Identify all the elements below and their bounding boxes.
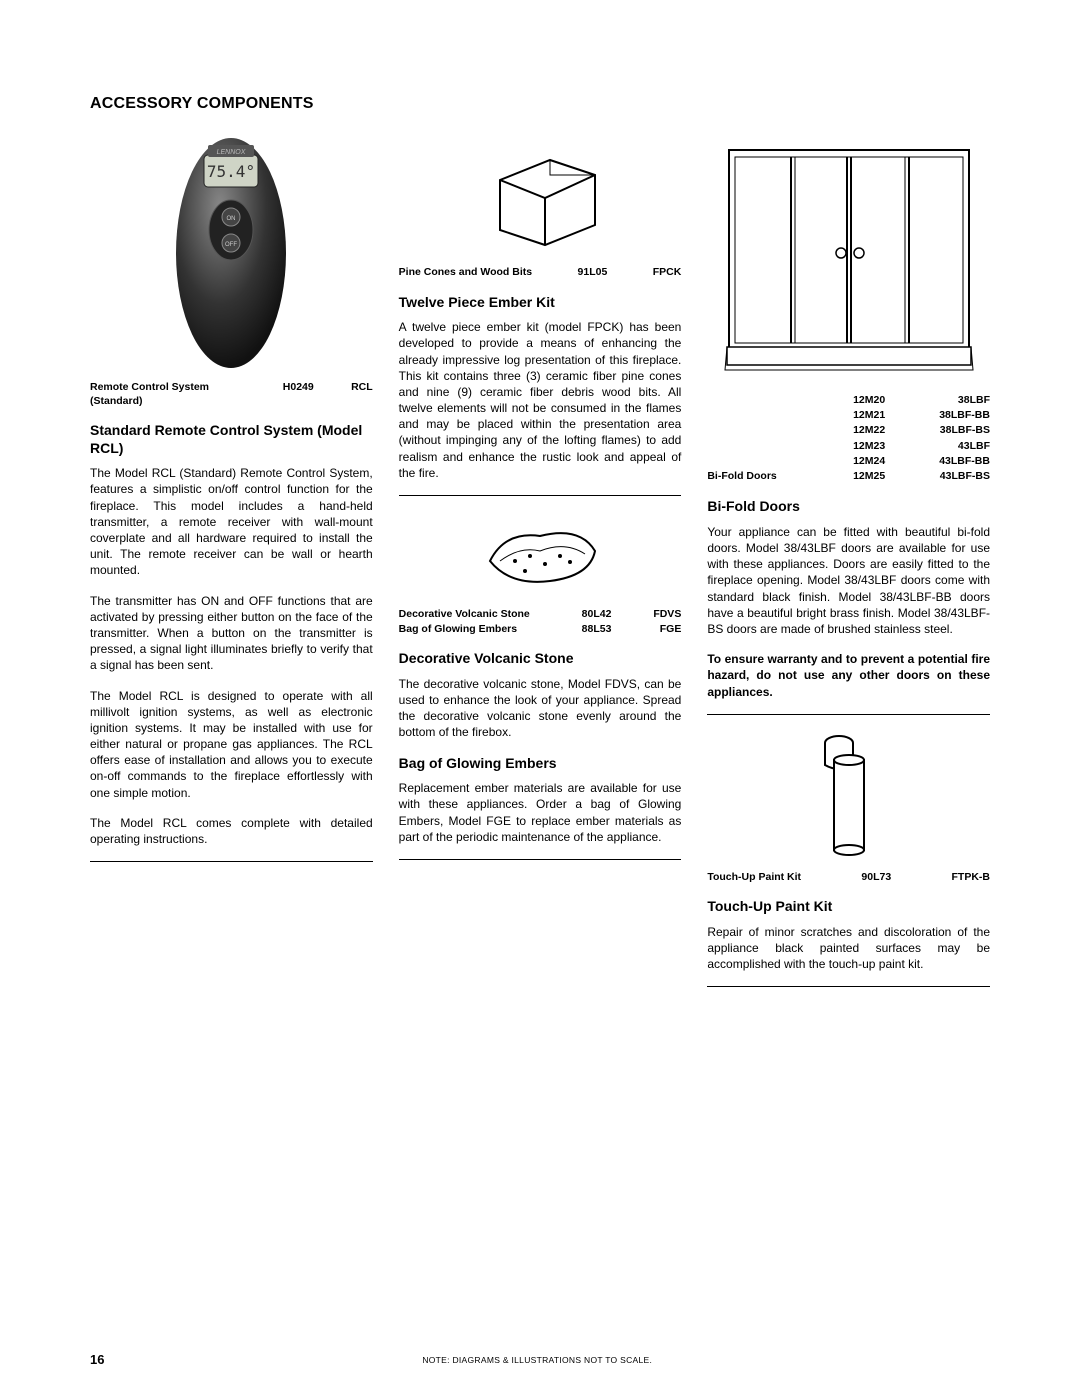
doors-p1: Your appliance can be fitted with beauti…	[707, 524, 990, 637]
caption-left: Touch-Up Paint Kit	[707, 871, 801, 885]
table-row: Decorative Volcanic Stone 80L42 FDVS	[399, 607, 682, 622]
cell: Decorative Volcanic Stone	[399, 607, 569, 622]
column-1: 75.4° LENNOX ON OFF Remote Control Syste…	[90, 125, 373, 995]
cell: Bag of Glowing Embers	[399, 622, 569, 637]
rule	[90, 861, 373, 862]
svg-text:OFF: OFF	[225, 242, 237, 248]
caption-right: FPCK	[653, 266, 682, 280]
rcl-p4: The Model RCL comes complete with detail…	[90, 815, 373, 847]
cell: 12M22	[835, 423, 906, 438]
subhead-doors: Bi-Fold Doors	[707, 498, 990, 516]
doors-warning: To ensure warranty and to prevent a pote…	[707, 651, 990, 700]
paint-p: Repair of minor scratches and discolorat…	[707, 924, 990, 973]
subhead-rcl: Standard Remote Control System (Model RC…	[90, 422, 373, 457]
rule	[707, 986, 990, 987]
rcl-p3: The Model RCL is designed to operate wit…	[90, 688, 373, 801]
cell: 38LBF-BS	[905, 423, 990, 438]
page-number: 16	[90, 1352, 104, 1367]
ember-caption: Pine Cones and Wood Bits 91L05 FPCK	[399, 266, 682, 280]
cell: 43LBF	[905, 439, 990, 454]
content-columns: 75.4° LENNOX ON OFF Remote Control Syste…	[90, 125, 990, 995]
rcl-p2: The transmitter has ON and OFF functions…	[90, 593, 373, 674]
cell: 12M25	[835, 469, 906, 484]
caption-mid: H0249	[245, 381, 351, 408]
rule	[399, 859, 682, 860]
volcanic-p: The decorative volcanic stone, Model FDV…	[399, 676, 682, 741]
cell: 12M23	[835, 439, 906, 454]
remote-control-image: 75.4° LENNOX ON OFF	[90, 135, 373, 375]
subhead-ember: Twelve Piece Ember Kit	[399, 294, 682, 312]
caption-right: RCL	[351, 381, 373, 408]
cell: FDVS	[625, 607, 682, 622]
cell: 43LBF-BB	[905, 454, 990, 469]
embers-p: Replacement ember materials are availabl…	[399, 780, 682, 845]
rcl-p1: The Model RCL (Standard) Remote Control …	[90, 465, 373, 578]
subhead-volcanic: Decorative Volcanic Stone	[399, 650, 682, 668]
svg-text:75.4°: 75.4°	[207, 162, 255, 181]
caption-left: Remote Control System (Standard)	[90, 381, 245, 408]
footer: 16 NOTE: DIAGRAMS & ILLUSTRATIONS NOT TO…	[90, 1352, 990, 1367]
cell: 12M21	[835, 408, 906, 423]
column-3: 12M2038LBF 12M2138LBF-BB 12M2238LBF-BS 1…	[707, 125, 990, 995]
paint-caption: Touch-Up Paint Kit 90L73 FTPK-B	[707, 871, 990, 885]
paint-kit-image	[707, 725, 990, 865]
svg-text:LENNOX: LENNOX	[217, 149, 246, 156]
cell: 38LBF-BB	[905, 408, 990, 423]
cell: 38LBF	[905, 393, 990, 408]
ember-box-image	[399, 135, 682, 260]
volcanic-stone-image	[399, 506, 682, 601]
subhead-embers: Bag of Glowing Embers	[399, 755, 682, 773]
cell: 12M20	[835, 393, 906, 408]
svg-text:ON: ON	[227, 216, 236, 222]
table-row: Bag of Glowing Embers 88L53 FGE	[399, 622, 682, 637]
cell: 43LBF-BS	[905, 469, 990, 484]
caption-mid: 91L05	[532, 266, 653, 280]
subhead-paint: Touch-Up Paint Kit	[707, 898, 990, 916]
door-table: 12M2038LBF 12M2138LBF-BB 12M2238LBF-BS 1…	[707, 393, 990, 484]
page-title: ACCESSORY COMPONENTS	[90, 95, 990, 113]
cell: 12M24	[835, 454, 906, 469]
caption-right: FTPK-B	[952, 871, 991, 885]
volcanic-table: Decorative Volcanic Stone 80L42 FDVS Bag…	[399, 607, 682, 636]
remote-caption: Remote Control System (Standard) H0249 R…	[90, 381, 373, 408]
cell: 88L53	[568, 622, 625, 637]
cell: 80L42	[568, 607, 625, 622]
ember-p1: A twelve piece ember kit (model FPCK) ha…	[399, 319, 682, 481]
cell: Bi-Fold Doors	[707, 469, 834, 484]
column-2: Pine Cones and Wood Bits 91L05 FPCK Twel…	[399, 125, 682, 995]
footer-note: NOTE: DIAGRAMS & ILLUSTRATIONS NOT TO SC…	[104, 1355, 970, 1365]
caption-mid: 90L73	[801, 871, 951, 885]
rule	[707, 714, 990, 715]
cell: FGE	[625, 622, 682, 637]
rule	[399, 495, 682, 496]
caption-left: Pine Cones and Wood Bits	[399, 266, 532, 280]
bifold-doors-image	[707, 135, 990, 385]
